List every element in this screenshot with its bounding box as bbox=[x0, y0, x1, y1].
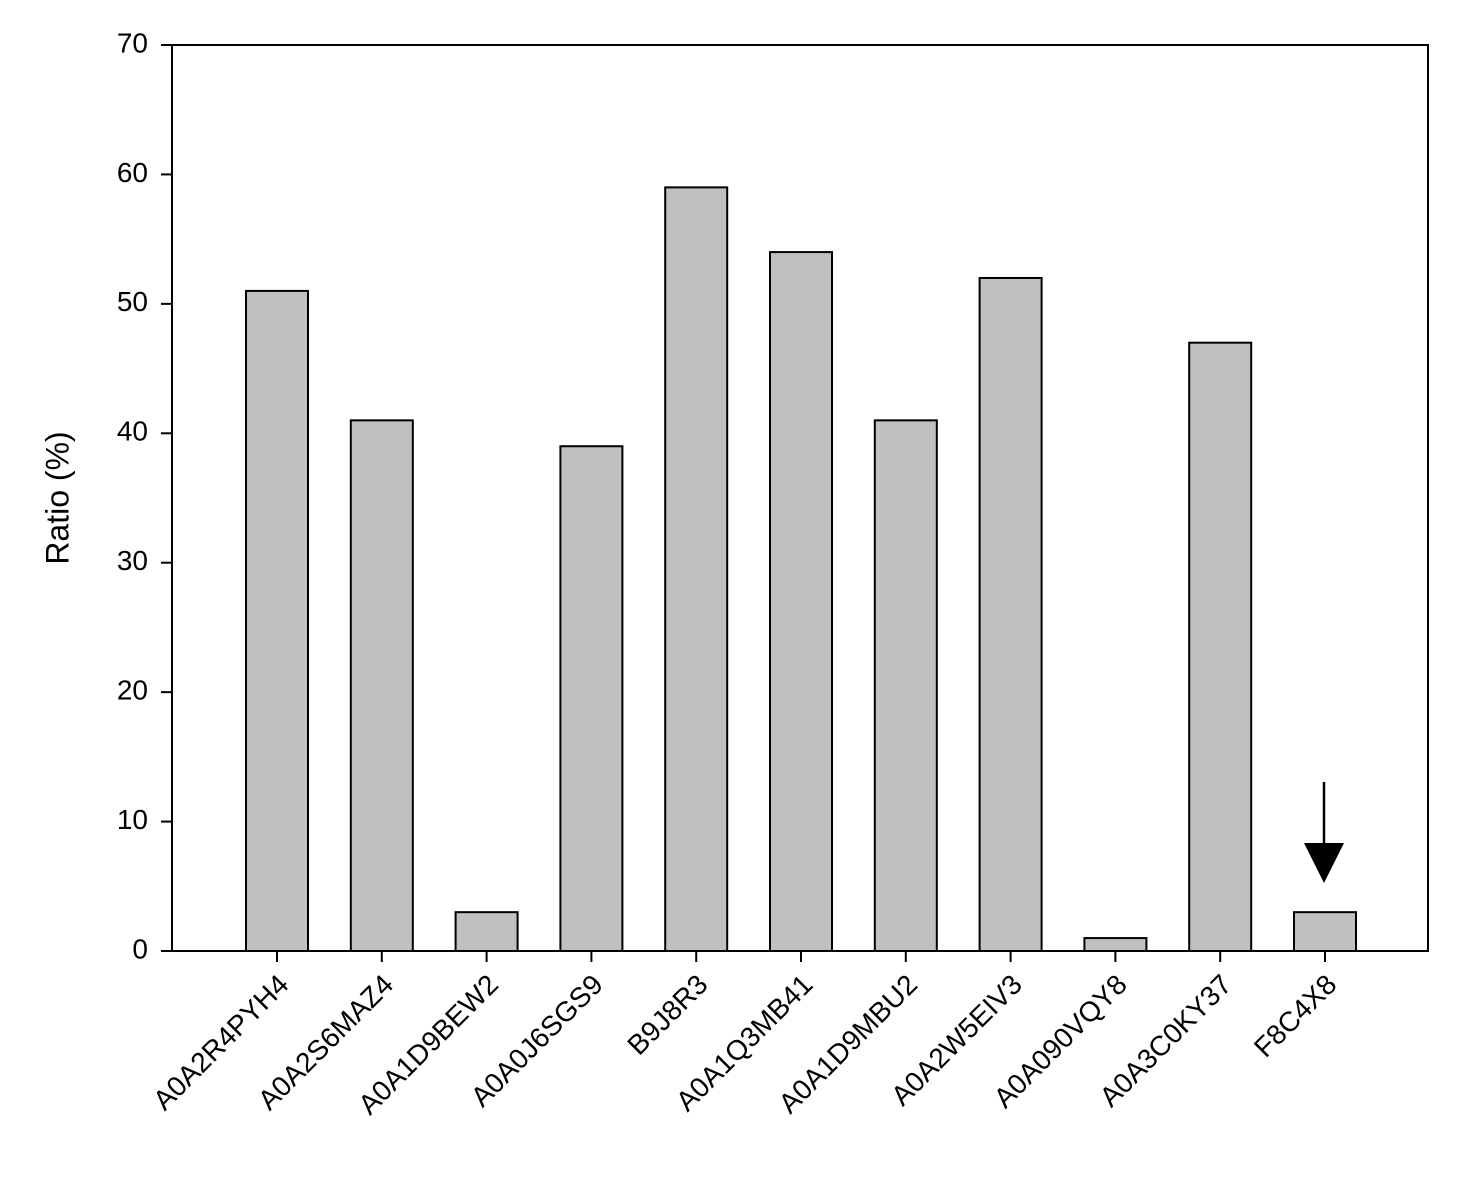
y-axis-title: Ratio (%) bbox=[39, 431, 75, 564]
highlight-arrow bbox=[1304, 782, 1344, 883]
bar-a0a0j6sgs9 bbox=[559, 445, 624, 952]
y-tick-label: 60 bbox=[117, 157, 148, 188]
bars-group bbox=[245, 186, 1357, 953]
x-category-label: B9J8R3 bbox=[621, 969, 713, 1061]
y-tick-label: 0 bbox=[132, 933, 148, 964]
bar-a0a1q3mb41 bbox=[769, 251, 833, 953]
y-tick-label: 70 bbox=[117, 27, 148, 58]
y-tick-label: 10 bbox=[117, 804, 148, 835]
bar-a0a2r4pyh4 bbox=[245, 289, 309, 952]
bar-a0a2s6maz4 bbox=[349, 419, 414, 953]
y-tick-label: 30 bbox=[117, 545, 148, 576]
bar-f8c4x8 bbox=[1293, 911, 1357, 953]
y-axis-ticks: 0 10 20 30 40 50 60 70 bbox=[117, 27, 172, 964]
x-category-label: F8C4X8 bbox=[1248, 969, 1343, 1064]
bar-a0a3c0ky37 bbox=[1188, 341, 1253, 952]
x-axis-ticks: A0A2R4PYH4A0A2S6MAZ4A0A1D9BEW2A0A0J6SGS9… bbox=[147, 951, 1342, 1120]
bar-b9j8r3 bbox=[664, 186, 729, 953]
y-tick-label: 40 bbox=[117, 416, 148, 447]
y-tick-label: 20 bbox=[117, 675, 148, 706]
bar-a0a1d9bew2 bbox=[454, 911, 519, 953]
bar-a0a090vqy8 bbox=[1083, 937, 1148, 952]
plot-frame bbox=[171, 44, 1429, 952]
y-tick-label: 50 bbox=[117, 286, 148, 317]
bar-a0a2w5eiv3 bbox=[978, 276, 1043, 952]
bar-a0a1d9mbu2 bbox=[873, 419, 938, 953]
